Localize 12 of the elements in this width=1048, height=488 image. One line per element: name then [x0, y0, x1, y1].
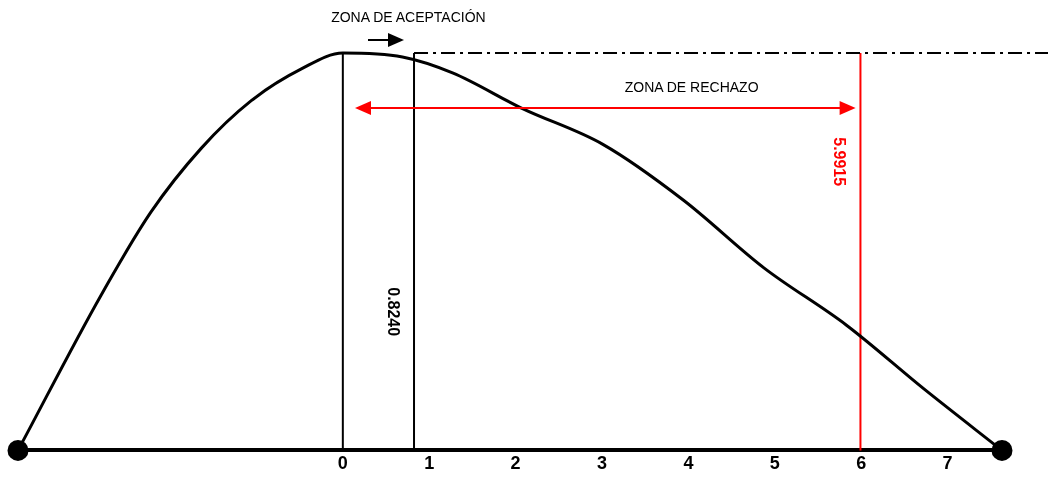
- x-tick-label: 5: [769, 453, 780, 474]
- x-tick-label: 6: [856, 453, 867, 474]
- x-tick-label: 2: [510, 453, 521, 474]
- x-tick-label: 1: [424, 453, 435, 474]
- text: ZONA DE ACEPTACIÓN: [331, 9, 486, 25]
- ref-line-label: 0.8240: [384, 287, 402, 337]
- ref-line-label: 5.9915: [831, 137, 849, 187]
- annotation: ZONA DE RECHAZO: [624, 79, 759, 95]
- x-tick-label: 7: [942, 453, 953, 474]
- x-tick-label: 3: [597, 453, 608, 474]
- x-tick-label: 0: [337, 453, 348, 474]
- x-tick-label: 4: [683, 453, 694, 474]
